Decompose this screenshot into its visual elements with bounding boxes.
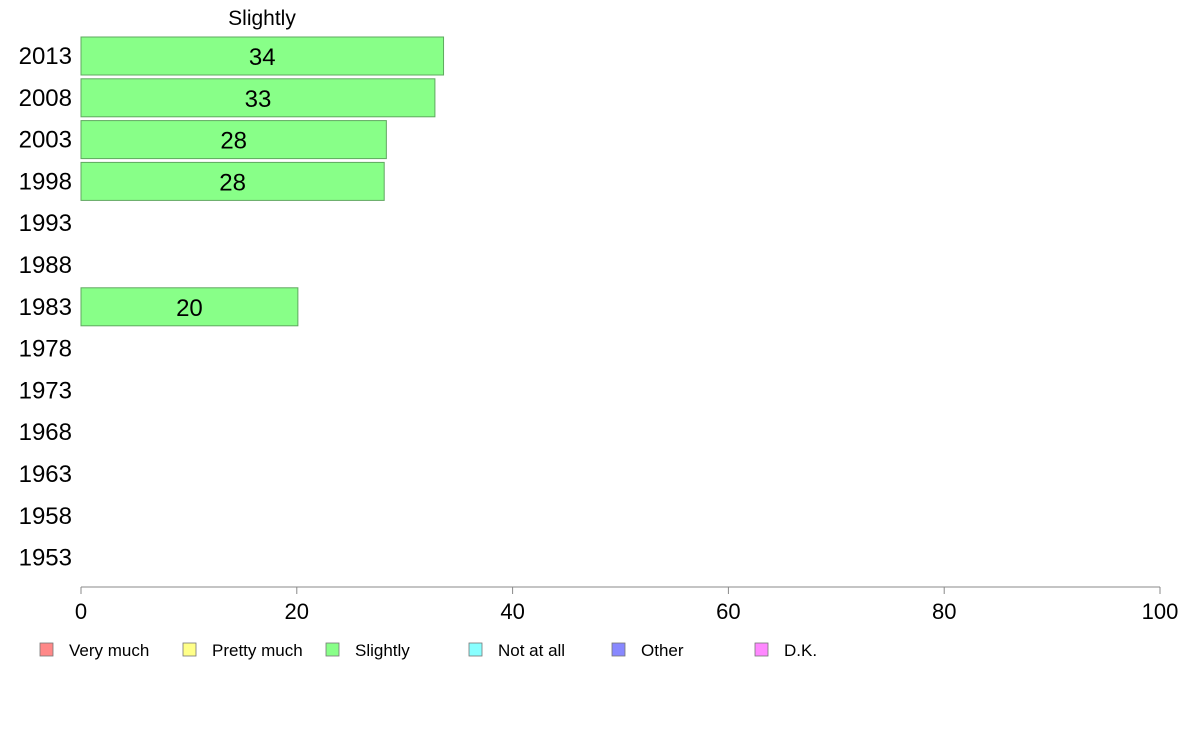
bar: [80, 78, 436, 118]
legend-label: Not at all: [498, 641, 565, 660]
x-tick-label: 0: [75, 599, 87, 624]
bar-value-label: 34: [249, 44, 276, 71]
legend-label: Pretty much: [212, 641, 303, 660]
year-label: 1998: [19, 168, 72, 195]
bar-value-label: 28: [219, 169, 246, 196]
x-tick-label: 60: [716, 599, 740, 624]
x-tick-label: 20: [285, 599, 309, 624]
bar: [80, 161, 385, 201]
bar: [80, 36, 445, 76]
legend-swatch: [325, 642, 340, 657]
legend-swatch: [468, 642, 483, 657]
legend-swatch: [182, 642, 197, 657]
legend-label: Very much: [69, 641, 149, 660]
bar: [80, 287, 299, 327]
year-label: 1993: [19, 210, 72, 237]
year-label: 2003: [19, 127, 72, 154]
legend-label: D.K.: [784, 641, 817, 660]
legend-swatch: [39, 642, 54, 657]
bar-value-label: 28: [220, 128, 247, 155]
legend: Very much Pretty much Slightly Not at all Ot…: [39, 641, 817, 660]
year-label: 1968: [19, 419, 72, 446]
year-label: 1963: [19, 461, 72, 488]
year-label: 2008: [19, 85, 72, 112]
year-labels: 2013 2008 2003 1998 1993 1988 1983 1978 1973 1968…: [19, 43, 72, 572]
legend-swatch: [754, 642, 769, 657]
legend-swatch: [611, 642, 626, 657]
bars-group: 34 33 28 28 20: [80, 36, 445, 327]
x-axis: 0 20 40 60 80 100: [75, 586, 1179, 624]
bar: [80, 120, 387, 160]
legend-label: Other: [641, 641, 684, 660]
x-tick-label: 80: [932, 599, 956, 624]
chart-title: Slightly: [228, 7, 296, 30]
x-tick-label: 40: [500, 599, 524, 624]
x-tick-label: 100: [1142, 599, 1179, 624]
year-label: 2013: [19, 43, 72, 70]
year-label: 1983: [19, 294, 72, 321]
year-label: 1958: [19, 503, 72, 530]
bar-value-label: 33: [245, 86, 272, 113]
year-label: 1978: [19, 336, 72, 363]
legend-label: Slightly: [355, 641, 410, 660]
bar-value-label: 20: [176, 295, 203, 322]
year-label: 1973: [19, 377, 72, 404]
year-label: 1953: [19, 545, 72, 572]
year-label: 1988: [19, 252, 72, 279]
